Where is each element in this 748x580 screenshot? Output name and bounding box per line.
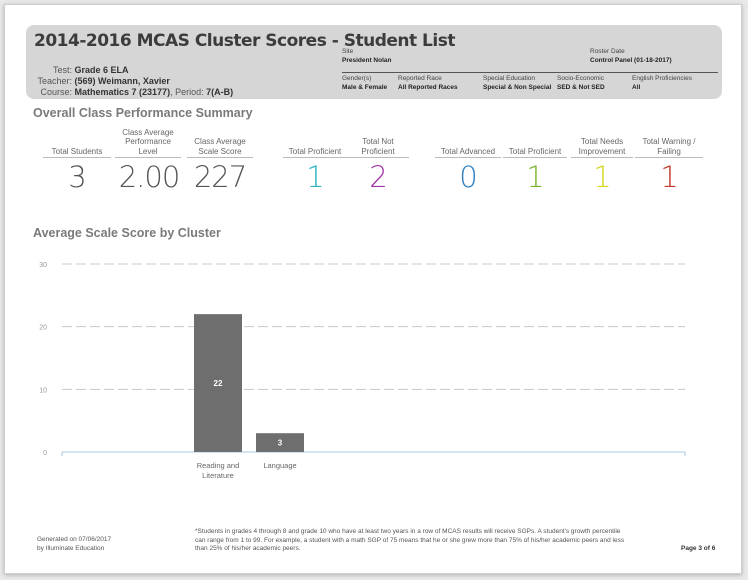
course-value: Mathematics 7 (23177) bbox=[74, 87, 171, 97]
x-tick-label: Language bbox=[263, 461, 296, 470]
stat-value: 1 bbox=[593, 160, 611, 194]
site-meta: Site President Nolan bbox=[342, 48, 391, 64]
stat-label: Total Advanced bbox=[435, 147, 501, 158]
course-row: Course: Mathematics 7 (23177), Period: 7… bbox=[34, 87, 233, 97]
summary-title: Overall Class Performance Summary bbox=[33, 106, 253, 120]
x-tick-label-line: Reading and bbox=[197, 461, 240, 470]
stat-value: 2 bbox=[369, 160, 387, 194]
elp-value: All bbox=[632, 84, 641, 91]
y-tick-label: 10 bbox=[39, 387, 47, 394]
report-title: 2014-2016 MCAS Cluster Scores - Student … bbox=[34, 31, 455, 51]
stat-total-students: Total Students bbox=[43, 125, 111, 158]
stat-total-warning-failing: Total Warning / Failing bbox=[635, 125, 703, 158]
stat-value: 1 bbox=[660, 160, 678, 194]
teacher-label: Teacher: bbox=[37, 76, 72, 86]
gender-label: Gender(s) bbox=[342, 75, 372, 82]
stat-total-not-proficient: Total Not Proficient bbox=[347, 125, 409, 158]
generated-info: Generated on 07/06/2017 by Illuminate Ed… bbox=[37, 536, 111, 553]
stat-total-advanced: Total Advanced bbox=[435, 125, 501, 158]
elp-label: English Proficiencies bbox=[632, 75, 692, 82]
site-value: President Nolan bbox=[342, 57, 392, 64]
bar bbox=[194, 314, 242, 452]
bar-chart: 0 10 20 30 22 Reading and Literature 3 Language bbox=[39, 262, 686, 480]
ses-meta: Socio-Economic SED & Not SED bbox=[557, 75, 605, 91]
elp-meta: English Proficiencies All bbox=[632, 75, 692, 91]
test-row: Test: Grade 6 ELA bbox=[34, 65, 129, 75]
sped-label: Special Education bbox=[483, 75, 536, 82]
site-label: Site bbox=[342, 48, 354, 55]
ses-label: Socio-Economic bbox=[557, 75, 604, 82]
sped-meta: Special Education Special & Non Special bbox=[483, 75, 551, 91]
report-page: 2014-2016 MCAS Cluster Scores - Student … bbox=[4, 4, 742, 574]
stat-label: Total Warning / Failing bbox=[635, 137, 703, 158]
page-number: Page 3 of 6 bbox=[681, 545, 716, 552]
generated-by: by Illuminate Education bbox=[37, 544, 105, 552]
roster-label: Roster Date bbox=[590, 48, 625, 55]
period-value: 7(A-B) bbox=[206, 87, 234, 97]
y-tick-label: 0 bbox=[43, 450, 47, 457]
teacher-value: (569) Weimann, Xavier bbox=[74, 76, 170, 86]
meta-divider bbox=[342, 72, 718, 73]
stat-label: Total Students bbox=[43, 147, 111, 158]
race-label: Reported Race bbox=[398, 75, 442, 82]
x-tick-label-line: Language bbox=[263, 461, 296, 470]
period-label: , Period: bbox=[170, 87, 204, 97]
stat-value: 3 bbox=[68, 160, 86, 194]
stat-label: Total Needs Improvement bbox=[571, 137, 633, 158]
gender-meta: Gender(s) Male & Female bbox=[342, 75, 387, 91]
course-label: Course: bbox=[40, 87, 72, 97]
stat-value: 1 bbox=[306, 160, 324, 194]
stat-label: Total Proficient bbox=[283, 147, 347, 158]
race-value: All Reported Races bbox=[398, 84, 458, 91]
teacher-row: Teacher: (569) Weimann, Xavier bbox=[34, 76, 170, 86]
generated-date: Generated on 07/06/2017 bbox=[37, 536, 112, 543]
sgp-footnote: *Students in grades 4 through 8 and grad… bbox=[195, 528, 625, 552]
bar-data-label: 3 bbox=[278, 439, 283, 448]
stat-label: Class Average Scale Score bbox=[187, 137, 253, 158]
stat-total-needs-improvement: Total Needs Improvement bbox=[571, 125, 633, 158]
stat-value: 0 bbox=[459, 160, 477, 194]
roster-meta: Roster Date Control Panel (01-18-2017) bbox=[590, 48, 672, 64]
bar bbox=[256, 433, 304, 452]
test-label: Test: bbox=[52, 65, 72, 75]
x-tick-label: Reading and Literature bbox=[197, 461, 240, 480]
stat-value: 1 bbox=[526, 160, 544, 194]
stat-total-proficient: Total Proficient bbox=[283, 125, 347, 158]
gender-value: Male & Female bbox=[342, 84, 388, 91]
stat-value: 227 bbox=[193, 160, 247, 194]
stat-value: 2.00 bbox=[118, 160, 181, 194]
bar-data-label: 22 bbox=[214, 379, 223, 388]
stat-class-avg-level: Class Average Performance Level bbox=[115, 125, 181, 158]
report-header: 2014-2016 MCAS Cluster Scores - Student … bbox=[26, 25, 722, 99]
stat-label: Total Proficient bbox=[503, 147, 567, 158]
stat-label: Class Average Performance Level bbox=[115, 128, 181, 158]
stat-total-proficient-2: Total Proficient bbox=[503, 125, 567, 158]
y-tick-label: 30 bbox=[39, 262, 47, 269]
test-value: Grade 6 ELA bbox=[74, 65, 129, 75]
stat-label: Total Not Proficient bbox=[347, 137, 409, 158]
chart-title: Average Scale Score by Cluster bbox=[33, 226, 221, 240]
roster-value: Control Panel (01-18-2017) bbox=[590, 57, 672, 64]
sped-value: Special & Non Special bbox=[483, 84, 552, 91]
stat-class-avg-scale: Class Average Scale Score bbox=[187, 125, 253, 158]
x-tick-label-line: Literature bbox=[202, 471, 234, 480]
ses-value: SED & Not SED bbox=[557, 84, 605, 91]
race-meta: Reported Race All Reported Races bbox=[398, 75, 458, 91]
y-tick-label: 20 bbox=[39, 325, 47, 332]
